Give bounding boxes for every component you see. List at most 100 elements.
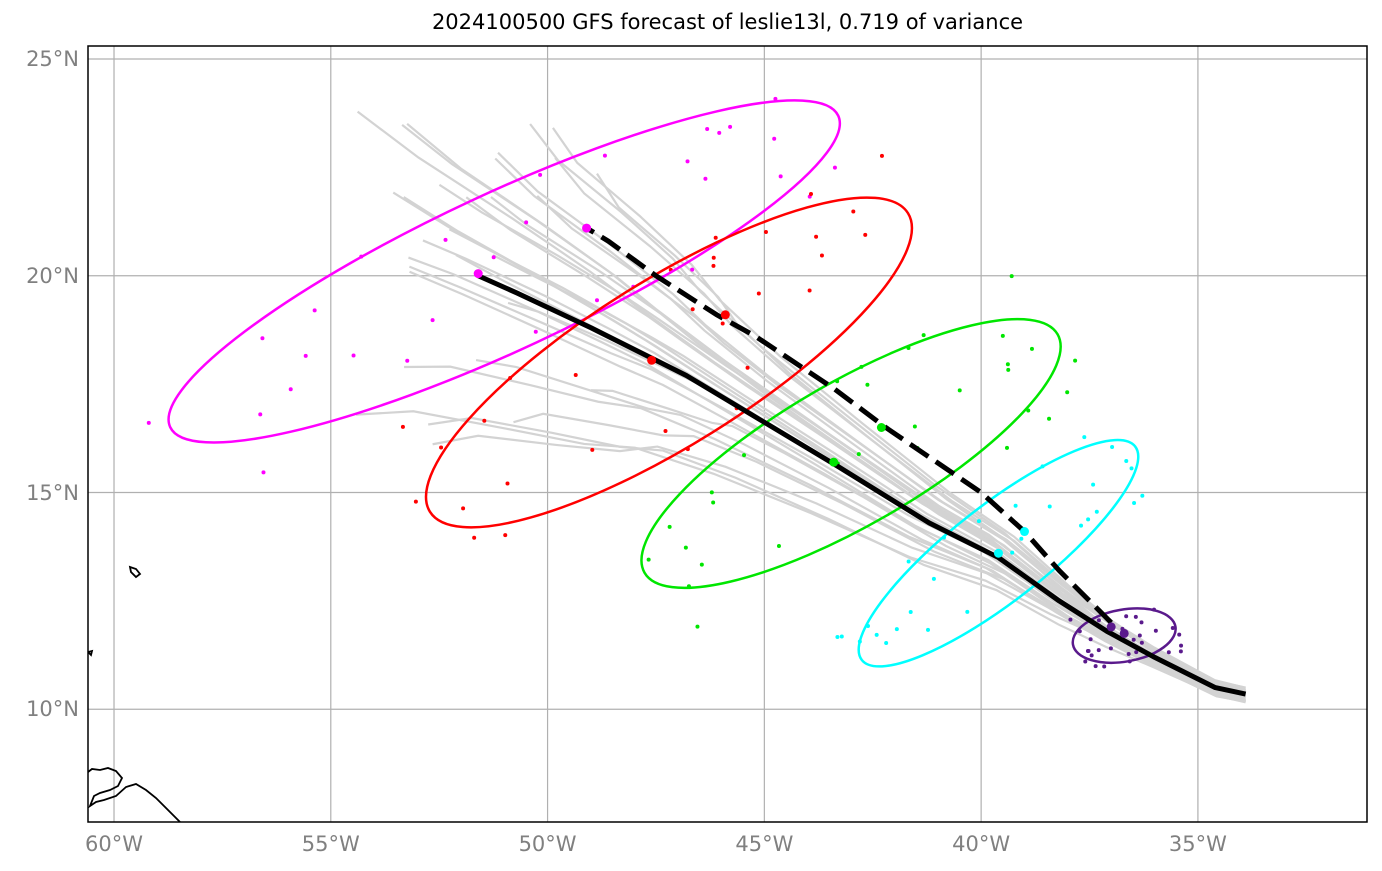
mean-tracks — [477, 225, 1247, 697]
member-dot — [1088, 637, 1093, 642]
member-dot — [809, 192, 814, 197]
member-dot — [879, 153, 884, 158]
member-dot — [814, 234, 819, 239]
member-dot — [690, 267, 695, 272]
ensemble-track — [554, 157, 1246, 691]
uncertainty-ellipse — [167, 99, 842, 444]
member-dot — [1133, 614, 1138, 619]
member-dot — [711, 263, 716, 268]
member-dot — [756, 291, 761, 296]
member-dot — [594, 298, 599, 303]
island-coastline — [128, 565, 142, 579]
member-dot — [906, 559, 911, 564]
member-dot — [1129, 466, 1134, 471]
ensemble-track — [409, 270, 1246, 699]
alt-position-dot — [1019, 527, 1029, 537]
member-dot — [894, 627, 899, 632]
member-dot — [1079, 523, 1084, 528]
mean-position-dot — [993, 548, 1003, 558]
member-dot — [742, 453, 747, 458]
member-dot — [573, 372, 578, 377]
member-dot — [1139, 620, 1144, 625]
member-dot — [1086, 648, 1091, 653]
uncertainty-ellipse — [857, 438, 1140, 668]
member-dot — [1019, 536, 1024, 541]
member-dot — [646, 557, 651, 562]
member-dot — [1083, 659, 1088, 664]
member-dot — [926, 627, 931, 632]
member-dot — [745, 365, 750, 370]
ensemble-track — [552, 127, 1246, 691]
member-dot — [590, 447, 595, 452]
lon-tick-label: 55°W — [301, 832, 360, 856]
mean-position-dot — [829, 457, 839, 467]
member-dot — [1124, 614, 1129, 619]
member-dot — [1132, 501, 1137, 506]
member-dot — [1177, 632, 1182, 637]
member-dot — [1065, 390, 1070, 395]
member-dot — [430, 318, 435, 323]
member-dot — [856, 452, 861, 457]
alt-position-dot — [720, 310, 730, 320]
member-dot — [711, 500, 716, 505]
member-dot — [776, 544, 781, 549]
uncertainty-ellipse — [1071, 607, 1177, 664]
lon-tick-label: 45°W — [735, 832, 794, 856]
lat-tick-label: 25°N — [26, 47, 79, 71]
member-dot — [931, 576, 936, 581]
lon-tick-label: 60°W — [85, 832, 143, 856]
mean-position-dot — [473, 269, 483, 279]
member-dot — [865, 382, 870, 387]
member-dot — [1047, 504, 1052, 509]
member-dot — [1134, 650, 1139, 655]
member-dot — [524, 220, 529, 225]
ensemble-track — [428, 416, 1246, 702]
member-dot — [1029, 346, 1034, 351]
member-dot — [1126, 652, 1131, 657]
member-dot — [472, 535, 477, 540]
ensemble-track — [497, 151, 1246, 694]
member-dot — [705, 126, 710, 131]
member-dot — [773, 96, 778, 101]
lat-tick-label: 20°N — [26, 263, 79, 288]
lat-tick-label: 15°N — [26, 480, 79, 505]
member-dot — [1096, 648, 1101, 653]
member-dot — [667, 524, 672, 529]
alt-position-dot — [1106, 622, 1116, 632]
member-dot — [1153, 628, 1158, 633]
mean-position-dot — [1119, 628, 1129, 638]
member-dot — [1089, 653, 1094, 658]
member-dot — [602, 153, 607, 158]
member-dot — [908, 610, 913, 615]
member-dot — [258, 412, 263, 417]
member-dot — [482, 418, 487, 423]
member-dot — [772, 136, 777, 141]
member-dot — [728, 124, 733, 129]
member-dot — [763, 229, 768, 234]
member-dot — [261, 470, 266, 475]
map-gridlines — [88, 46, 1367, 822]
member-dot — [1073, 358, 1078, 363]
member-dot — [819, 253, 824, 258]
member-dot — [1086, 517, 1091, 522]
member-dot — [663, 429, 668, 434]
member-dot — [1010, 550, 1015, 555]
member-dot — [957, 388, 962, 393]
member-dot — [400, 424, 405, 429]
member-dot — [778, 174, 783, 179]
member-dot — [1009, 274, 1014, 279]
member-dot — [351, 353, 356, 358]
member-dot — [1124, 459, 1129, 464]
member-dot — [884, 641, 889, 646]
member-dot — [503, 533, 508, 538]
member-dot — [303, 353, 308, 358]
lon-tick-label: 40°W — [952, 832, 1011, 856]
member-dot — [1006, 367, 1011, 372]
member-dot — [1047, 416, 1052, 421]
member-dot — [1140, 493, 1145, 498]
lon-tick-label: 50°W — [518, 832, 577, 856]
member-dot — [443, 237, 448, 242]
ensemble-track — [356, 110, 1246, 698]
member-dot — [312, 308, 317, 313]
